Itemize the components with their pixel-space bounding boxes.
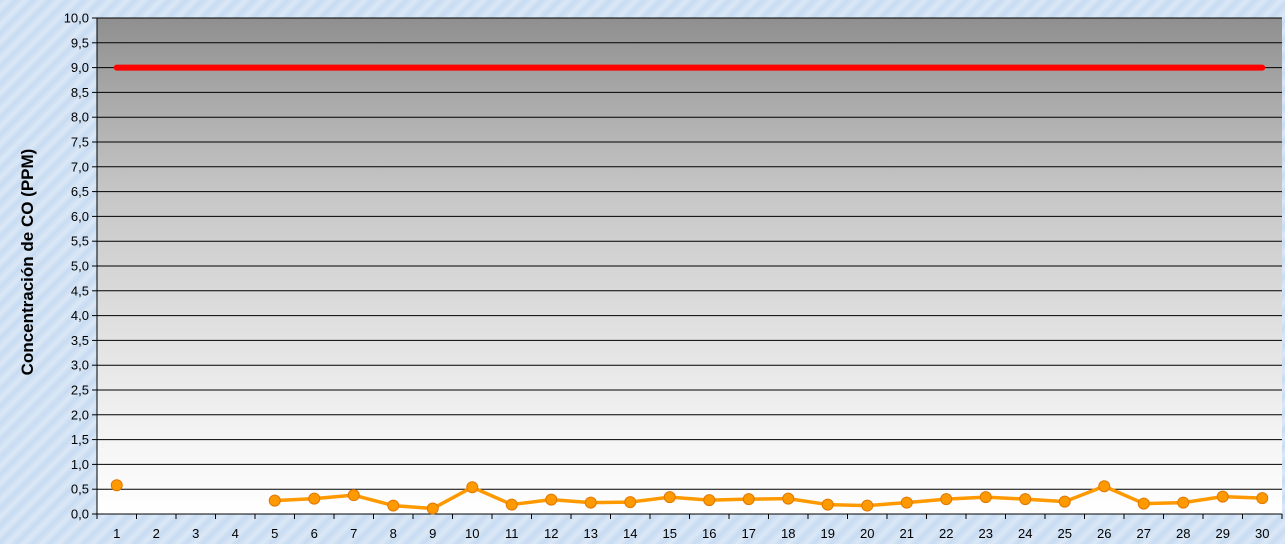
x-tick-label: 5 bbox=[271, 526, 278, 541]
data-point bbox=[821, 498, 834, 511]
data-point bbox=[663, 491, 676, 504]
x-tick-label: 12 bbox=[544, 526, 558, 541]
data-point bbox=[347, 489, 360, 502]
data-point bbox=[1019, 493, 1032, 506]
data-point bbox=[545, 493, 558, 506]
y-tick-label: 6,0 bbox=[71, 209, 89, 224]
x-tick-label: 3 bbox=[192, 526, 199, 541]
x-tick-label: 25 bbox=[1058, 526, 1072, 541]
x-tick-label: 27 bbox=[1137, 526, 1151, 541]
x-tick-label: 20 bbox=[860, 526, 874, 541]
x-tick-label: 24 bbox=[1018, 526, 1032, 541]
data-point bbox=[584, 496, 597, 509]
data-point bbox=[110, 479, 123, 492]
x-tick-label: 21 bbox=[900, 526, 914, 541]
x-tick-label: 15 bbox=[663, 526, 677, 541]
x-tick-label: 14 bbox=[623, 526, 637, 541]
x-tick-label: 23 bbox=[979, 526, 993, 541]
x-tick-label: 2 bbox=[153, 526, 160, 541]
data-point bbox=[624, 496, 637, 509]
data-point bbox=[308, 492, 321, 505]
data-point bbox=[782, 492, 795, 505]
data-point bbox=[387, 499, 400, 512]
data-point bbox=[703, 494, 716, 507]
y-tick-label: 0,5 bbox=[71, 482, 89, 497]
x-tick-label: 7 bbox=[350, 526, 357, 541]
x-tick-label: 9 bbox=[429, 526, 436, 541]
x-tick-label: 28 bbox=[1176, 526, 1190, 541]
data-point bbox=[940, 493, 953, 506]
series-line bbox=[273, 484, 1264, 511]
y-tick-label: 8,0 bbox=[71, 110, 89, 125]
data-point bbox=[979, 491, 992, 504]
y-tick-label: 1,0 bbox=[71, 457, 89, 472]
x-tick-label: 4 bbox=[232, 526, 239, 541]
y-tick-label: 6,5 bbox=[71, 184, 89, 199]
data-point bbox=[466, 481, 479, 494]
y-tick-label: 2,5 bbox=[71, 383, 89, 398]
data-point bbox=[1177, 496, 1190, 509]
data-point bbox=[1137, 497, 1150, 510]
data-point bbox=[505, 498, 518, 511]
x-tick-label: 19 bbox=[821, 526, 835, 541]
x-tick-label: 22 bbox=[939, 526, 953, 541]
x-tick-label: 29 bbox=[1216, 526, 1230, 541]
y-tick-label: 0,0 bbox=[71, 507, 89, 522]
x-tick-label: 26 bbox=[1097, 526, 1111, 541]
y-tick-label: 7,5 bbox=[71, 135, 89, 150]
y-tick-label: 9,0 bbox=[71, 60, 89, 75]
data-point bbox=[742, 493, 755, 506]
y-tick-label: 3,0 bbox=[71, 358, 89, 373]
data-point bbox=[1058, 495, 1071, 508]
y-tick-label: 5,0 bbox=[71, 259, 89, 274]
y-tick-label: 3,5 bbox=[71, 333, 89, 348]
y-tick-label: 5,5 bbox=[71, 234, 89, 249]
data-point bbox=[426, 502, 439, 515]
data-point bbox=[1098, 480, 1111, 493]
y-tick-label: 7,0 bbox=[71, 159, 89, 174]
y-tick-label: 2,0 bbox=[71, 407, 89, 422]
y-tick-label: 4,0 bbox=[71, 308, 89, 323]
x-tick-label: 10 bbox=[465, 526, 479, 541]
data-point bbox=[1216, 490, 1229, 503]
y-tick-label: 9,5 bbox=[71, 35, 89, 50]
data-point bbox=[900, 496, 913, 509]
data-point bbox=[861, 499, 874, 512]
x-tick-label: 18 bbox=[781, 526, 795, 541]
x-tick-label: 30 bbox=[1255, 526, 1269, 541]
y-tick-label: 1,5 bbox=[71, 432, 89, 447]
x-tick-label: 17 bbox=[742, 526, 756, 541]
y-tick-label: 10,0 bbox=[64, 11, 89, 26]
x-tick-label: 6 bbox=[311, 526, 318, 541]
x-tick-label: 8 bbox=[390, 526, 397, 541]
x-tick-label: 1 bbox=[113, 526, 120, 541]
data-point bbox=[1256, 492, 1269, 505]
data-point bbox=[268, 494, 281, 507]
x-tick-label: 16 bbox=[702, 526, 716, 541]
x-tick-label: 13 bbox=[584, 526, 598, 541]
y-tick-label: 8,5 bbox=[71, 85, 89, 100]
x-tick-label: 11 bbox=[505, 526, 519, 541]
y-tick-label: 4,5 bbox=[71, 283, 89, 298]
